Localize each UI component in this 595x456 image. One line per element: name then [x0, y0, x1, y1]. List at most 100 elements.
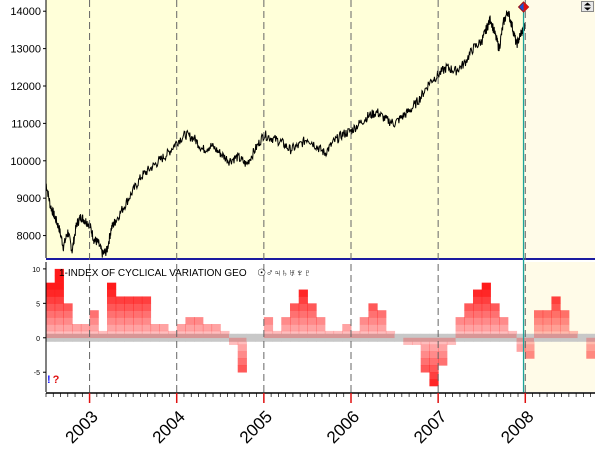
indicator-bar-segment	[159, 324, 169, 332]
indicator-base-bar	[237, 333, 247, 342]
indicator-bar-segment	[263, 317, 274, 325]
indicator-base-bar	[246, 333, 256, 342]
indicator-bar-segment	[141, 310, 152, 318]
indicator-bar-segment	[54, 275, 64, 283]
indicator-bar-segment	[551, 330, 561, 339]
indicator-bar-segment	[124, 296, 134, 304]
indicator-bar-segment	[307, 303, 317, 311]
indicator-bar-segment	[115, 317, 125, 325]
year-label: 2006	[323, 407, 363, 447]
indicator-bar-segment	[281, 317, 291, 325]
indicator-bar-segment	[438, 337, 448, 345]
indicator-bar-segment	[107, 317, 117, 325]
indicator-bar-segment	[159, 330, 169, 339]
indicator-tick-label: -5	[34, 370, 40, 377]
indicator-bar-segment	[568, 330, 579, 339]
indicator-bar-segment	[150, 330, 160, 339]
indicator-bar-segment	[534, 317, 544, 325]
indicator-bar-segment	[464, 317, 474, 325]
indicator-bar-segment	[290, 330, 300, 339]
indicator-bar-segment	[237, 337, 247, 345]
indicator-bar-segment	[420, 344, 430, 352]
indicator-base-bar	[324, 333, 335, 342]
indicator-base-bar	[377, 333, 387, 342]
indicator-bar-segment	[560, 324, 570, 332]
indicator-bar-segment	[63, 324, 73, 332]
indicator-base-bar	[72, 333, 82, 342]
indicator-bar-segment	[54, 296, 64, 304]
price-tick-label: 11000	[11, 118, 41, 130]
indicator-bar-segment	[377, 317, 387, 325]
indicator-bar-segment	[46, 289, 56, 297]
indicator-bar-segment	[141, 324, 152, 332]
indicator-bar-segment	[481, 296, 491, 304]
indicator-bar-segment	[194, 317, 204, 325]
indicator-bar-segment	[89, 330, 99, 339]
indicator-bar-segment	[368, 303, 378, 311]
indicator-base-bar	[80, 333, 91, 342]
indicator-bar-segment	[551, 303, 561, 311]
indicator-bar-segment	[185, 324, 195, 332]
indicator-base-bar	[368, 333, 378, 342]
indicator-bar-segment	[481, 289, 491, 297]
indicator-bar-segment	[403, 337, 413, 345]
indicator-bar-segment	[307, 324, 317, 332]
indicator-base-bar	[89, 333, 99, 342]
price-tick-label: 12000	[10, 81, 41, 93]
price-panel: 14000 13000 12000 11000 10000 9000 8000	[10, 0, 595, 260]
indicator-bar-segment	[464, 324, 474, 332]
indicator-bar-segment	[534, 324, 544, 332]
indicator-bar-segment	[107, 289, 117, 297]
indicator-bar-segment	[220, 330, 230, 339]
indicator-bar-segment	[46, 310, 56, 318]
indicator-bar-segment	[115, 324, 125, 332]
indicator-bar-segment	[150, 324, 160, 332]
indicator-bar-segment	[481, 303, 491, 311]
indicator-bar-segment	[185, 330, 195, 339]
indicator-bar-segment	[307, 317, 317, 325]
indicator-bar-segment	[307, 310, 317, 318]
indicator-bar-segment	[298, 303, 308, 311]
indicator-bar-segment	[89, 310, 99, 318]
indicator-bar-segment	[290, 310, 300, 318]
indicator-future-background	[523, 262, 595, 392]
indicator-bar-segment	[420, 351, 430, 359]
indicator-bar-segment	[298, 330, 308, 339]
indicator-bar-segment	[490, 317, 500, 325]
price-tick-label: 9000	[17, 193, 41, 205]
indicator-bar-segment	[490, 310, 500, 318]
indicator-bar-segment	[499, 324, 509, 332]
indicator-base-bar	[412, 333, 422, 342]
indicator-bar-segment	[359, 324, 369, 332]
indicator-bar-segment	[202, 330, 213, 339]
indicator-bar-segment	[377, 310, 387, 318]
indicator-bar-segment	[281, 324, 291, 332]
indicator-base-bar	[351, 333, 361, 342]
indicator-bar-segment	[72, 324, 82, 332]
indicator-base-bar	[429, 333, 439, 342]
indicator-bar-segment	[194, 330, 204, 339]
indicator-base-bar	[586, 333, 595, 342]
indicator-bar-segment	[368, 324, 378, 332]
indicator-bar-segment	[481, 317, 491, 325]
indicator-bar-segment	[237, 365, 247, 373]
indicator-base-bar	[481, 333, 491, 342]
indicator-panel: 10 5 0 -5	[32, 262, 595, 392]
indicator-bar-segment	[481, 330, 491, 339]
indicator-bar-segment	[316, 330, 326, 339]
indicator-base-bar	[394, 333, 404, 342]
indicator-bar-segment	[46, 317, 56, 325]
indicator-bar-segment	[438, 358, 448, 366]
indicator-bar-segment	[499, 330, 509, 339]
indicator-bar-segment	[124, 310, 134, 318]
price-tick-label: 13000	[10, 44, 41, 56]
indicator-base-bar	[385, 333, 396, 342]
indicator-bar-segment	[490, 324, 500, 332]
indicator-bar-segment	[516, 344, 526, 352]
indicator-bar-segment	[281, 330, 291, 339]
indicator-title-text: 1-INDEX OF CYCLICAL VARIATION GEO	[59, 268, 247, 279]
scroll-up-down-icon[interactable]	[581, 1, 594, 12]
year-label: 2008	[497, 407, 537, 447]
